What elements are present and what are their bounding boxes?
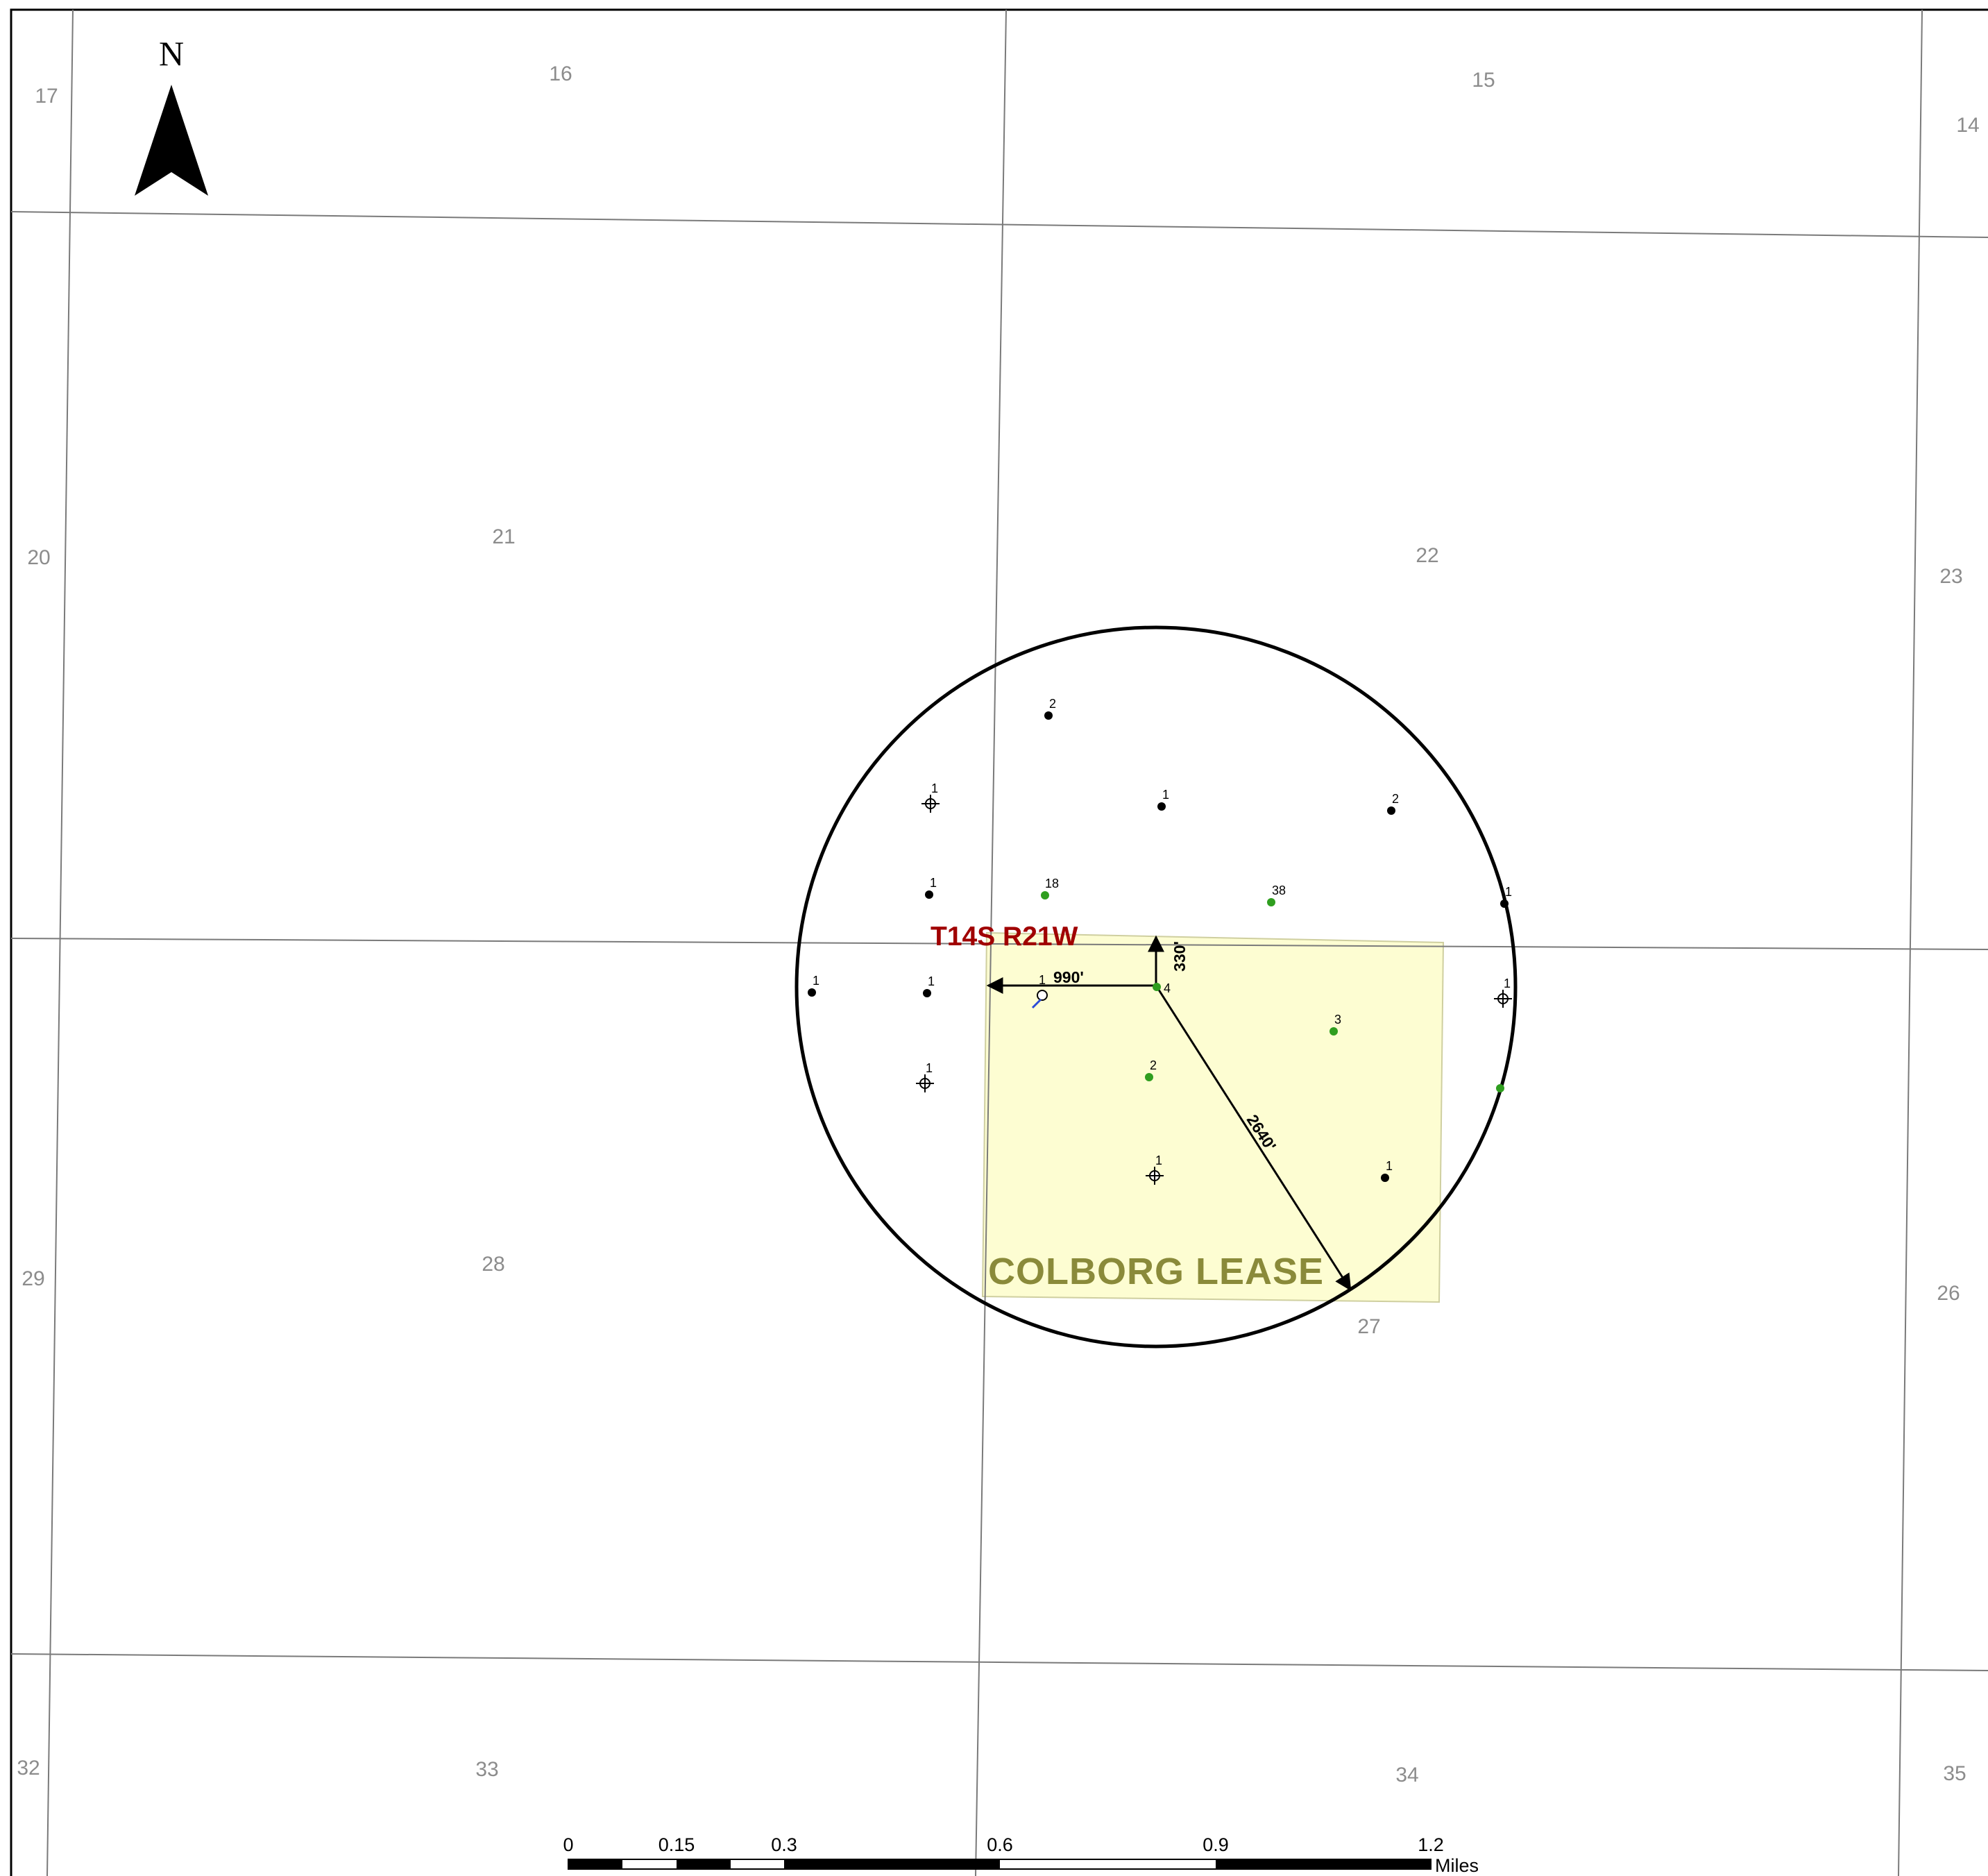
well-label: 2 [1049, 697, 1056, 711]
well-marker[interactable]: 1 [1381, 1159, 1393, 1182]
section-label-17: 17 [35, 85, 58, 108]
north-label: N [159, 34, 184, 73]
radius-circle [795, 625, 1518, 1349]
section-label-23: 23 [1939, 565, 1962, 588]
well-label: 2 [1150, 1058, 1157, 1072]
scale-bar-segment [1216, 1859, 1431, 1869]
well-marker[interactable]: 1 [1146, 1154, 1164, 1185]
well-label: 2 [1392, 792, 1399, 806]
well-marker[interactable]: 1 [1031, 973, 1048, 1009]
well-label: 1 [1504, 977, 1511, 990]
well-label: 1 [813, 974, 819, 988]
scale-bar-segment [677, 1859, 731, 1869]
section-line [46, 9, 74, 1876]
section-label-29: 29 [22, 1267, 44, 1290]
well-marker[interactable] [1496, 1084, 1504, 1092]
section-line [1898, 9, 1923, 1876]
section-line [10, 1653, 1988, 1671]
scale-bar: 0 0.15 0.3 0.6 0.9 1.2 Miles [563, 1834, 1479, 1876]
well-label: 1 [1039, 973, 1046, 987]
well-label: 18 [1045, 877, 1059, 890]
well-label: 1 [930, 876, 937, 890]
wells-layer: 2 1 1 2 1 18 38 1 1 1 1 4 1 3 1 2 1 1 [808, 697, 1512, 1185]
well-marker[interactable]: 1 [923, 974, 935, 997]
well-label: 1 [1162, 788, 1169, 802]
section-label-21: 21 [492, 525, 515, 548]
well-marker[interactable]: 2 [1145, 1058, 1157, 1081]
well-marker[interactable]: 1 [1494, 977, 1512, 1008]
well-marker[interactable]: 1 [916, 1061, 934, 1092]
well-marker[interactable]: 1 [1157, 788, 1169, 811]
section-label-14: 14 [1956, 114, 1979, 137]
scale-tick-label: 1.2 [1418, 1834, 1444, 1855]
well-label: 1 [1155, 1154, 1162, 1167]
well-marker[interactable]: 1 [1500, 885, 1512, 908]
section-grid [10, 9, 1988, 1876]
well-marker[interactable]: 1 [921, 781, 940, 813]
scale-unit-label: Miles [1435, 1855, 1479, 1876]
scale-tick-label: 0.3 [771, 1834, 797, 1855]
section-label-27: 27 [1357, 1315, 1380, 1338]
section-label-20: 20 [27, 546, 50, 569]
dimension-label-330: 330' [1171, 941, 1189, 972]
well-marker[interactable]: 2 [1044, 697, 1056, 720]
section-label-33: 33 [475, 1758, 498, 1781]
well-label: 1 [1505, 885, 1512, 899]
scale-bar-segment [568, 1859, 622, 1869]
scale-tick-label: 0 [563, 1834, 573, 1855]
section-line [10, 938, 1988, 950]
well-label: 38 [1272, 884, 1286, 897]
dimension-lines: 330' 990' 2640' [986, 935, 1352, 1292]
scale-tick-label: 0.6 [987, 1834, 1013, 1855]
section-label-34: 34 [1395, 1764, 1418, 1786]
well-label: 1 [931, 781, 938, 795]
section-label-35: 35 [1943, 1762, 1966, 1785]
well-marker[interactable]: 2 [1387, 792, 1399, 815]
section-label-26: 26 [1937, 1282, 1960, 1305]
well-label: 1 [926, 1061, 933, 1075]
section-labels: 17 16 15 14 20 21 22 23 29 28 27 26 32 3… [17, 62, 1979, 1786]
section-label-16: 16 [549, 62, 572, 85]
scale-bar-segment [784, 1859, 1000, 1869]
section-label-32: 32 [17, 1757, 40, 1780]
well-marker[interactable]: 1 [925, 876, 937, 899]
section-label-28: 28 [482, 1253, 504, 1276]
section-label-22: 22 [1416, 544, 1438, 567]
lease-label: COLBORG LEASE [988, 1251, 1324, 1292]
well-marker[interactable]: 18 [1041, 877, 1059, 899]
well-marker[interactable]: 38 [1267, 884, 1286, 906]
map-frame [10, 8, 1988, 1876]
well-label: 3 [1334, 1013, 1341, 1026]
well-label: 1 [1386, 1159, 1393, 1173]
dimension-label-990: 990' [1053, 968, 1084, 986]
well-label: 1 [928, 974, 935, 988]
well-marker[interactable]: 3 [1329, 1013, 1341, 1036]
township-label: T14S R21W [931, 922, 1078, 952]
north-arrow: N [135, 34, 208, 196]
well-marker[interactable]: 4 [1153, 981, 1171, 995]
section-line [975, 9, 1007, 1876]
scale-tick-label: 0.9 [1203, 1834, 1229, 1855]
well-marker[interactable]: 1 [808, 974, 819, 997]
section-label-15: 15 [1472, 69, 1495, 92]
well-label: 4 [1164, 981, 1171, 995]
lease-polygon[interactable] [981, 931, 1445, 1303]
arrow-radius [1155, 985, 1352, 1292]
north-arrow-icon [135, 85, 208, 196]
section-line [10, 211, 1988, 238]
scale-tick-label: 0.15 [659, 1834, 695, 1855]
